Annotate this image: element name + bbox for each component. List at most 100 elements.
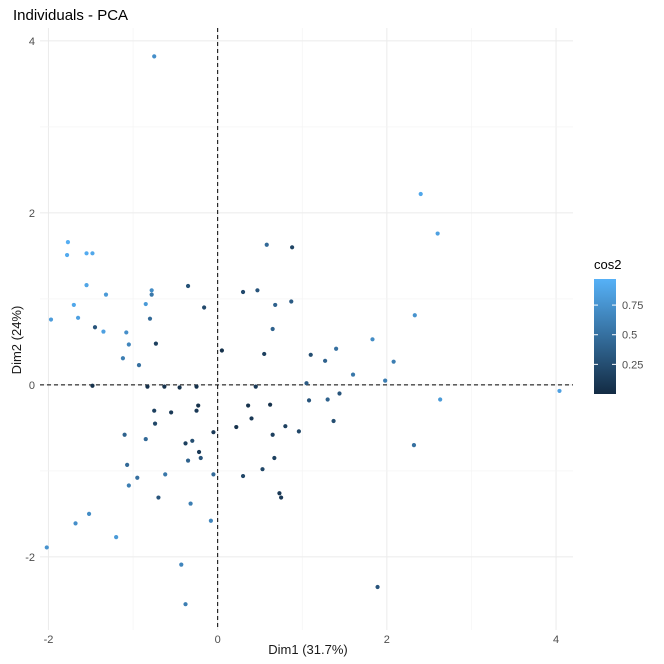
data-point <box>264 242 269 247</box>
data-point <box>196 449 202 455</box>
data-point <box>262 351 267 357</box>
data-point <box>308 352 313 357</box>
data-point <box>246 403 251 408</box>
data-point <box>153 341 159 346</box>
data-point <box>145 384 150 389</box>
x-axis-ticks: -2 0 2 4 <box>44 634 560 646</box>
scatter-points <box>44 54 562 607</box>
data-point <box>211 472 216 477</box>
data-point <box>277 491 282 496</box>
data-point <box>103 292 109 297</box>
data-point <box>194 384 199 389</box>
x-tick-label: 4 <box>553 634 559 646</box>
grid-layer <box>40 28 573 630</box>
x-tick-label: -2 <box>44 634 54 646</box>
legend-colorbar <box>594 279 616 394</box>
data-point <box>179 562 184 567</box>
data-point <box>183 441 188 446</box>
data-point <box>120 356 126 361</box>
data-point <box>163 472 168 477</box>
data-point <box>211 430 216 435</box>
color-legend: cos2 0.25 0.5 0.75 <box>594 257 643 394</box>
data-point <box>188 501 193 506</box>
data-point <box>135 475 140 480</box>
y-axis-ticks: -2 0 2 4 <box>25 36 35 564</box>
data-point <box>73 521 78 526</box>
data-point <box>126 342 131 347</box>
data-point <box>198 455 203 461</box>
data-point <box>304 381 309 386</box>
data-point <box>169 410 174 415</box>
data-point <box>253 384 258 389</box>
x-tick-label: 2 <box>384 634 390 646</box>
data-point <box>90 251 95 256</box>
data-point <box>84 283 89 288</box>
data-point <box>185 283 191 289</box>
data-point <box>44 545 49 550</box>
data-point <box>418 191 423 197</box>
data-point <box>337 391 342 396</box>
legend-tick-label: 0.25 <box>622 359 643 371</box>
data-point <box>272 455 277 461</box>
data-point <box>143 436 148 442</box>
legend-tick-label: 0.75 <box>622 300 643 312</box>
data-point <box>143 301 148 307</box>
data-point <box>177 385 182 390</box>
data-point <box>290 245 295 250</box>
data-point <box>375 584 380 590</box>
y-tick-label: 0 <box>29 380 35 392</box>
data-point <box>219 348 224 353</box>
data-point <box>65 240 71 245</box>
legend-tick-label: 0.5 <box>622 330 637 342</box>
data-point <box>306 398 312 403</box>
data-point <box>260 467 265 472</box>
data-point <box>240 289 246 295</box>
data-point <box>152 54 157 59</box>
data-point <box>101 329 106 334</box>
y-axis-title: Dim2 (24%) <box>9 306 24 375</box>
y-tick-label: -2 <box>25 552 35 564</box>
data-point <box>48 317 54 322</box>
data-point <box>240 473 246 479</box>
y-tick-label: 2 <box>29 208 35 220</box>
data-point <box>194 408 199 413</box>
data-point <box>234 424 239 430</box>
data-point <box>126 483 131 488</box>
data-point <box>273 302 278 308</box>
data-point <box>136 363 142 368</box>
legend-title: cos2 <box>594 257 621 272</box>
data-point <box>152 421 158 426</box>
data-point <box>383 378 388 383</box>
data-point <box>391 359 396 364</box>
data-point <box>84 251 89 256</box>
data-point <box>114 535 119 540</box>
data-point <box>331 418 336 424</box>
data-point <box>279 495 284 500</box>
data-point <box>92 325 98 330</box>
data-point <box>255 288 260 293</box>
data-point <box>75 315 81 320</box>
data-point <box>156 495 161 500</box>
data-point <box>296 429 301 434</box>
chart-title: Individuals - PCA <box>13 7 128 24</box>
data-point <box>350 372 356 377</box>
data-point <box>86 511 92 516</box>
x-axis-title: Dim1 (31.7%) <box>268 642 347 657</box>
data-point <box>289 299 294 304</box>
data-point <box>435 231 440 236</box>
data-point <box>323 358 328 363</box>
data-point <box>147 316 153 321</box>
y-tick-label: 4 <box>29 36 35 48</box>
data-point <box>411 443 417 448</box>
data-point <box>149 288 154 293</box>
data-point <box>162 384 167 389</box>
data-point <box>325 397 330 402</box>
data-point <box>185 458 191 463</box>
data-point <box>71 302 76 308</box>
data-point <box>412 313 417 318</box>
data-point <box>249 416 254 421</box>
data-point <box>202 305 207 310</box>
